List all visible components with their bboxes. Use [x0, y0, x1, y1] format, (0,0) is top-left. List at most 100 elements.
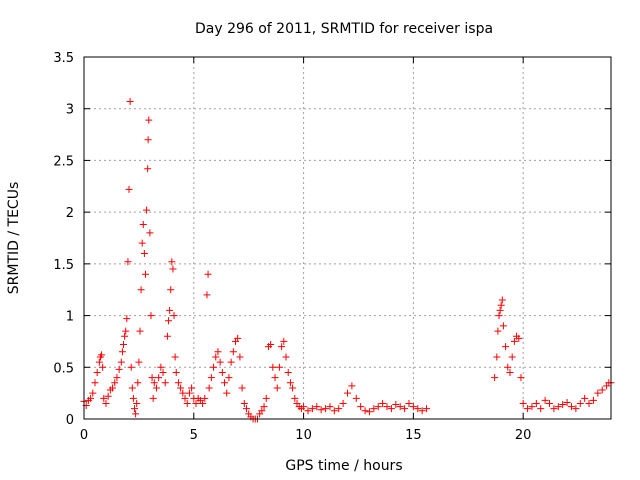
data-point — [179, 389, 187, 397]
data-point — [528, 403, 536, 411]
y-tick-label: 1 — [66, 310, 74, 325]
data-point — [589, 396, 597, 404]
data-point — [121, 332, 129, 340]
data-points — [80, 97, 615, 423]
x-axis-ticks: 0 5 10 15 20 — [80, 57, 531, 443]
grid-lines — [84, 57, 611, 419]
data-point — [102, 399, 110, 407]
data-point — [491, 374, 499, 382]
data-point — [537, 405, 545, 413]
data-point — [284, 368, 292, 376]
y-tick-label: 3 — [66, 103, 74, 118]
data-point — [497, 301, 505, 309]
data-point — [495, 312, 503, 320]
data-point — [223, 389, 231, 397]
data-point — [308, 405, 316, 413]
data-point — [134, 379, 142, 387]
data-point — [423, 405, 431, 413]
data-point — [144, 165, 152, 173]
data-point — [188, 384, 196, 392]
data-point — [414, 405, 422, 413]
data-point — [225, 374, 233, 382]
data-point — [339, 399, 347, 407]
data-point — [181, 394, 189, 402]
data-point — [506, 368, 514, 376]
x-tick-label: 15 — [405, 428, 422, 443]
data-point — [585, 399, 593, 407]
data-point — [234, 334, 242, 342]
data-point — [291, 394, 299, 402]
data-point — [554, 403, 562, 411]
data-point — [326, 403, 334, 411]
data-point — [145, 116, 153, 124]
data-point — [313, 403, 321, 411]
data-point — [271, 374, 279, 382]
data-point — [203, 291, 211, 299]
data-point — [146, 229, 154, 237]
data-point — [498, 296, 506, 304]
data-point — [127, 363, 135, 371]
data-point — [143, 206, 151, 214]
data-point — [493, 353, 501, 361]
data-point — [115, 365, 123, 373]
data-point — [405, 399, 413, 407]
data-point — [370, 405, 378, 413]
data-point — [170, 312, 178, 320]
data-point — [361, 407, 369, 415]
data-point — [95, 358, 103, 366]
data-point — [138, 239, 146, 247]
data-point — [123, 315, 131, 323]
data-point — [104, 392, 112, 400]
data-point — [300, 403, 308, 411]
data-point — [227, 358, 235, 366]
data-point — [383, 403, 391, 411]
data-point — [129, 394, 137, 402]
data-point — [418, 407, 426, 415]
data-point — [278, 343, 286, 351]
data-point — [205, 384, 213, 392]
data-point — [161, 379, 169, 387]
x-tick-label: 5 — [190, 428, 198, 443]
data-point — [504, 363, 512, 371]
data-point — [401, 405, 409, 413]
data-point — [218, 368, 226, 376]
data-point — [508, 353, 516, 361]
data-point — [229, 348, 237, 356]
data-point — [168, 258, 176, 266]
data-point — [567, 403, 575, 411]
data-point — [262, 394, 270, 402]
data-point — [559, 401, 567, 409]
data-point — [126, 97, 134, 105]
data-point — [125, 185, 133, 193]
data-point — [335, 405, 343, 413]
y-tick-label: 2 — [66, 206, 74, 221]
data-point — [167, 286, 175, 294]
data-point — [273, 384, 281, 392]
data-point — [149, 394, 157, 402]
data-point — [124, 258, 132, 266]
data-point — [152, 384, 160, 392]
data-point — [122, 327, 130, 335]
data-point — [136, 327, 144, 335]
data-point — [98, 351, 106, 359]
data-point — [174, 379, 182, 387]
data-point — [148, 374, 156, 382]
data-point — [159, 368, 167, 376]
data-point — [581, 394, 589, 402]
data-point — [286, 379, 294, 387]
data-point — [576, 399, 584, 407]
y-tick-label: 2.5 — [53, 154, 74, 169]
data-point — [240, 399, 248, 407]
y-axis-label: SRMTID / TECUs — [6, 182, 22, 295]
data-point — [260, 403, 268, 411]
data-point — [238, 384, 246, 392]
data-point — [172, 368, 180, 376]
data-point — [214, 348, 222, 356]
data-point — [135, 358, 143, 366]
data-point — [128, 384, 136, 392]
data-point — [304, 407, 312, 415]
data-point — [171, 353, 179, 361]
y-tick-label: 0 — [66, 413, 74, 428]
